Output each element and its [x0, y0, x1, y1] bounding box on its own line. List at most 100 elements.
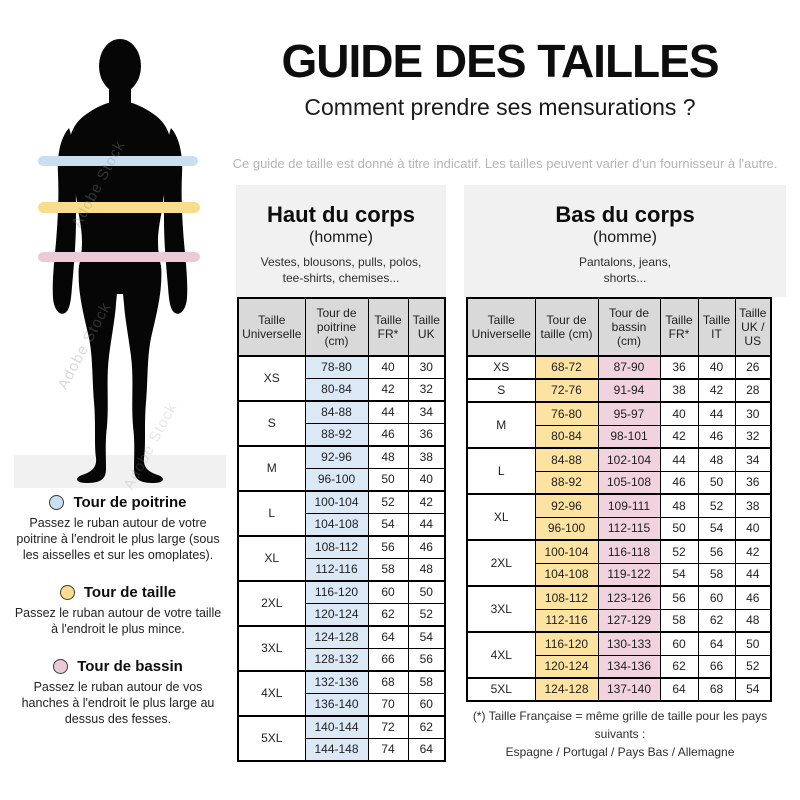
legend-title: Tour de taille — [83, 584, 177, 601]
value-cell: 137-140 — [597, 677, 661, 702]
value-cell: 92-96 — [304, 445, 369, 469]
value-cell: 50 — [734, 631, 772, 656]
value-cell: 44 — [367, 400, 409, 424]
value-cell: 50 — [697, 470, 736, 495]
chest-band — [38, 156, 198, 166]
value-cell: 38 — [734, 493, 772, 518]
column-header: Tour de poitrine (cm) — [304, 297, 369, 357]
value-cell: 104-108 — [304, 513, 369, 537]
value-cell: 68 — [367, 670, 409, 694]
legend-description: Passez le ruban autour de vos hanches à … — [21, 680, 215, 726]
column-header: Taille Universelle — [466, 297, 536, 357]
value-cell: 112-116 — [534, 608, 599, 633]
value-cell: 54 — [407, 625, 446, 649]
column-header: Taille FR* — [659, 297, 699, 357]
size-label: 5XL — [237, 715, 306, 762]
panel-bas-du-corps: Bas du corps (homme) Pantalons, jeans, s… — [464, 185, 786, 297]
body-figure: Adobe Stock Adobe Stock Adobe Stock — [10, 10, 230, 492]
size-label: 2XL — [466, 539, 536, 587]
value-cell: 54 — [734, 677, 772, 702]
value-cell: 62 — [659, 654, 699, 679]
value-cell: 68 — [697, 677, 736, 702]
value-cell: 64 — [659, 677, 699, 702]
page-title: GUIDE DES TAILLES — [281, 35, 719, 87]
column-header: Taille UK — [407, 297, 446, 357]
value-cell: 92-96 — [534, 493, 599, 518]
value-cell: 120-124 — [304, 603, 369, 627]
value-cell: 123-126 — [597, 585, 661, 610]
waist-dot-icon — [59, 585, 75, 600]
page-subtitle: Comment prendre ses mensurations ? — [304, 93, 696, 120]
value-cell: 52 — [367, 490, 409, 514]
hips-band — [38, 252, 200, 262]
value-cell: 87-90 — [597, 355, 661, 380]
value-cell: 108-112 — [534, 585, 599, 610]
value-cell: 98-101 — [597, 424, 661, 449]
value-cell: 40 — [407, 468, 446, 492]
floor-shadow — [14, 455, 226, 488]
value-cell: 116-118 — [597, 539, 661, 564]
size-label: XL — [237, 535, 306, 582]
value-cell: 34 — [734, 447, 772, 472]
value-cell: 36 — [734, 470, 772, 495]
value-cell: 134-136 — [597, 654, 661, 679]
panel-subtitle: (homme) — [308, 229, 373, 246]
value-cell: 46 — [659, 470, 699, 495]
value-cell: 56 — [367, 535, 409, 559]
value-cell: 96-100 — [534, 516, 599, 541]
value-cell: 58 — [659, 608, 699, 633]
value-cell: 120-124 — [534, 654, 599, 679]
chest-dot-icon — [49, 495, 65, 510]
value-cell: 52 — [407, 603, 446, 627]
value-cell: 136-140 — [304, 693, 369, 717]
value-cell: 50 — [659, 516, 699, 541]
value-cell: 58 — [697, 562, 736, 587]
panel-description: Vestes, blousons, pulls, polos, tee-shir… — [260, 255, 422, 285]
column-header: Taille IT — [697, 297, 736, 357]
value-cell: 119-122 — [597, 562, 661, 587]
value-cell: 58 — [407, 670, 446, 694]
size-label: XS — [237, 355, 306, 402]
value-cell: 66 — [367, 648, 409, 672]
value-cell: 66 — [697, 654, 736, 679]
value-cell: 52 — [734, 654, 772, 679]
value-cell: 88-92 — [534, 470, 599, 495]
value-cell: 26 — [734, 355, 772, 380]
value-cell: 72-76 — [534, 378, 599, 403]
size-label: S — [466, 378, 536, 403]
value-cell: 112-115 — [597, 516, 661, 541]
value-cell: 38 — [407, 445, 446, 469]
value-cell: 102-104 — [597, 447, 661, 472]
value-cell: 144-148 — [304, 738, 369, 762]
value-cell: 132-136 — [304, 670, 369, 694]
value-cell: 56 — [659, 585, 699, 610]
value-cell: 36 — [659, 355, 699, 380]
disclaimer-text: Ce guide de taille est donné à titre ind… — [232, 156, 778, 171]
value-cell: 78-80 — [304, 355, 369, 379]
value-cell: 42 — [407, 490, 446, 514]
size-label: 4XL — [237, 670, 306, 717]
value-cell: 48 — [367, 445, 409, 469]
value-cell: 60 — [697, 585, 736, 610]
panel-title: Bas du corps — [555, 202, 695, 227]
value-cell: 40 — [367, 355, 409, 379]
value-cell: 46 — [697, 424, 736, 449]
size-label: M — [466, 401, 536, 449]
value-cell: 105-108 — [597, 470, 661, 495]
value-cell: 54 — [697, 516, 736, 541]
size-label: XS — [466, 355, 536, 380]
value-cell: 32 — [407, 378, 446, 402]
value-cell: 70 — [367, 693, 409, 717]
value-cell: 54 — [367, 513, 409, 537]
value-cell: 72 — [367, 715, 409, 739]
value-cell: 36 — [407, 423, 446, 447]
value-cell: 140-144 — [304, 715, 369, 739]
value-cell: 48 — [734, 608, 772, 633]
value-cell: 116-120 — [304, 580, 369, 604]
value-cell: 108-112 — [304, 535, 369, 559]
value-cell: 52 — [697, 493, 736, 518]
value-cell: 124-128 — [304, 625, 369, 649]
value-cell: 64 — [367, 625, 409, 649]
value-cell: 56 — [407, 648, 446, 672]
